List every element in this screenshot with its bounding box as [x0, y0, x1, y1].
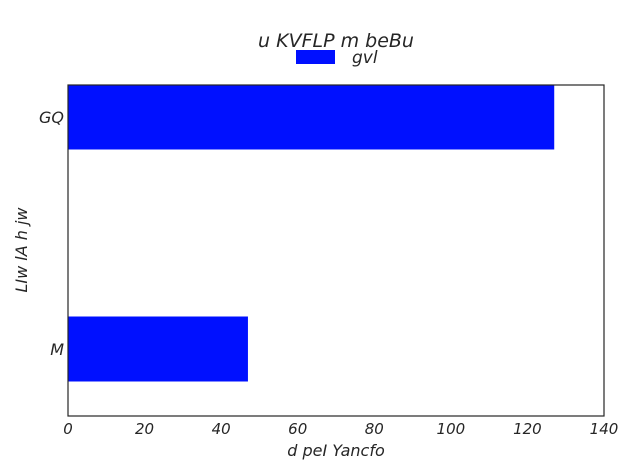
y-tick-label: M: [50, 340, 64, 359]
x-axis-label: d peI Yancfo: [287, 441, 385, 460]
x-tick-label: 40: [212, 420, 231, 438]
x-tick-label: 120: [513, 420, 542, 438]
legend-swatch: [296, 50, 335, 64]
x-tick-label: 100: [437, 420, 466, 438]
legend: gvl: [296, 48, 378, 68]
x-tick-label: 0: [63, 420, 73, 438]
bars-group: [68, 84, 555, 382]
x-tick-label: 140: [590, 420, 619, 438]
x-axis-ticks: 0 20 40 60 80 100 120 140: [63, 420, 618, 438]
x-tick-label: 80: [365, 420, 384, 438]
y-axis-label: LIw lA h jw: [12, 207, 31, 293]
chart-title: u KVFLP m beBu: [258, 30, 414, 52]
y-axis-ticks: M GQ: [39, 108, 64, 359]
legend-label: gvl: [352, 48, 378, 68]
x-tick-label: 20: [135, 420, 154, 438]
plot-area-frame: [67, 84, 605, 417]
y-tick-label: GQ: [39, 108, 64, 127]
x-tick-label: 60: [288, 420, 307, 438]
bar-gq: [68, 84, 555, 150]
bar-m: [68, 316, 248, 382]
